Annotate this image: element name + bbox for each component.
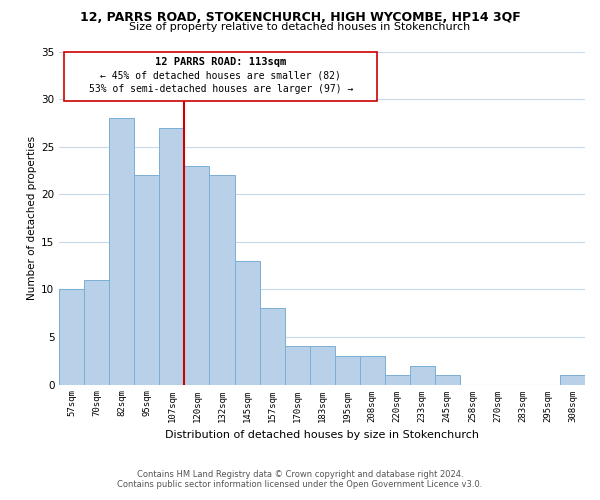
Y-axis label: Number of detached properties: Number of detached properties — [27, 136, 37, 300]
X-axis label: Distribution of detached houses by size in Stokenchurch: Distribution of detached houses by size … — [165, 430, 479, 440]
Bar — [85, 280, 109, 384]
Text: Size of property relative to detached houses in Stokenchurch: Size of property relative to detached ho… — [130, 22, 470, 32]
Bar — [160, 128, 184, 384]
Bar — [435, 375, 460, 384]
Bar — [335, 356, 359, 384]
Bar — [284, 346, 310, 385]
Bar — [385, 375, 410, 384]
Bar — [260, 308, 284, 384]
Text: 12, PARRS ROAD, STOKENCHURCH, HIGH WYCOMBE, HP14 3QF: 12, PARRS ROAD, STOKENCHURCH, HIGH WYCOM… — [80, 11, 520, 24]
FancyBboxPatch shape — [64, 52, 377, 101]
Text: ← 45% of detached houses are smaller (82): ← 45% of detached houses are smaller (82… — [100, 70, 341, 81]
Text: Contains HM Land Registry data © Crown copyright and database right 2024.
Contai: Contains HM Land Registry data © Crown c… — [118, 470, 482, 489]
Bar — [235, 261, 260, 384]
Text: 53% of semi-detached houses are larger (97) →: 53% of semi-detached houses are larger (… — [89, 84, 353, 94]
Bar — [310, 346, 335, 385]
Bar — [59, 290, 85, 384]
Bar — [359, 356, 385, 384]
Bar — [134, 175, 160, 384]
Bar — [109, 118, 134, 384]
Text: 12 PARRS ROAD: 113sqm: 12 PARRS ROAD: 113sqm — [155, 56, 286, 66]
Bar — [209, 175, 235, 384]
Bar — [560, 375, 585, 384]
Bar — [184, 166, 209, 384]
Bar — [410, 366, 435, 384]
